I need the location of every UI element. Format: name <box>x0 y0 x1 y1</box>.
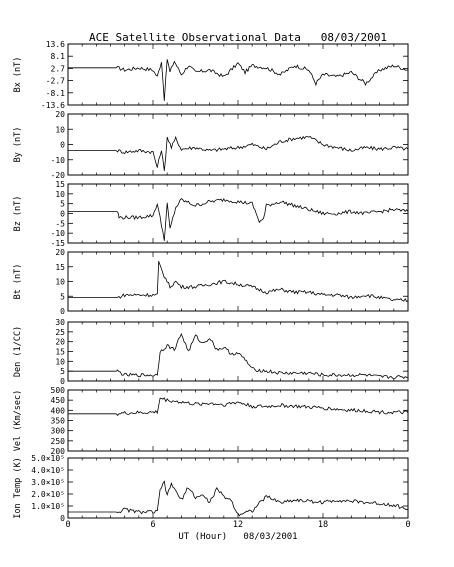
y-tick-label: 2.7 <box>51 64 66 73</box>
y-tick-label: 15 <box>55 180 65 189</box>
y-tick-label: 400 <box>51 406 66 415</box>
y-tick-label: 200 <box>51 447 66 456</box>
data-trace <box>68 198 409 241</box>
y-tick-label: 0 <box>60 210 65 219</box>
panel-2: 20 10 0 -10 -20 By (nT) <box>13 110 409 180</box>
panel-frame <box>67 321 409 382</box>
y-axis-label: Bx (nT) <box>13 57 23 93</box>
panel-frame <box>67 251 409 312</box>
y-tick-label: -13.6 <box>41 101 65 110</box>
y-tick-label: 30 <box>55 318 65 327</box>
y-tick-label: 25 <box>55 328 65 337</box>
y-tick-label: 8.1 <box>51 52 66 61</box>
y-tick-label: 10 <box>55 190 65 199</box>
x-axis-label: UT (Hour) 08/03/2001 <box>178 532 297 542</box>
y-tick-label: 350 <box>51 417 66 426</box>
y-tick-label: -15 <box>51 239 66 248</box>
x-tick-labels: 0 6 12 18 0 <box>65 520 410 530</box>
y-axis-label: Bz (nT) <box>13 196 23 232</box>
panel-1: 13.6 8.1 2.7 -2.7 -8.1 -13.6 Bx (nT) <box>13 40 409 110</box>
panel-frame <box>67 389 409 452</box>
panel-frame <box>67 43 409 106</box>
y-axis-label: By (nT) <box>13 127 23 163</box>
y-tick-label: 0 <box>60 141 65 150</box>
data-trace <box>68 261 409 303</box>
y-axis-label: Vel (Km/sec) <box>13 390 23 451</box>
x-tick-label: 0 <box>65 520 70 530</box>
x-tick-label: 12 <box>233 520 243 530</box>
y-tick-label: 2.0×10⁵ <box>31 490 65 499</box>
y-tick-label: 20 <box>55 110 65 119</box>
y-tick-label: 13.6 <box>46 40 65 49</box>
y-tick-label: 20 <box>55 248 65 257</box>
y-tick-label: 3.0×10⁵ <box>31 478 65 487</box>
y-tick-label: 5 <box>60 200 65 209</box>
x-tick-label: 6 <box>150 520 155 530</box>
y-tick-label: 450 <box>51 396 66 405</box>
y-tick-label: 5 <box>60 367 65 376</box>
x-tick-label: 18 <box>318 520 328 530</box>
panel-frame <box>67 183 409 244</box>
panel-frame <box>67 113 409 176</box>
y-tick-label: 15 <box>55 263 65 272</box>
y-axis-label: Bt (nT) <box>13 264 23 300</box>
y-tick-label: 1.0×10⁵ <box>31 502 65 511</box>
y-tick-label: 300 <box>51 427 66 436</box>
y-tick-label: -5 <box>55 219 65 228</box>
y-tick-label: -10 <box>51 229 66 238</box>
data-trace <box>68 397 409 417</box>
data-trace <box>68 59 409 101</box>
y-tick-label: 10 <box>55 125 65 134</box>
data-trace <box>68 332 409 380</box>
y-tick-label: 0 <box>60 307 65 316</box>
panel-4: 20 15 10 5 0 Bt (nT) <box>13 248 409 316</box>
y-tick-label: 250 <box>51 437 66 446</box>
y-tick-label: 0 <box>60 514 65 523</box>
y-tick-label: -20 <box>51 171 66 180</box>
panel-7: 5.0×10⁵ 4.0×10⁵ 3.0×10⁵ 2.0×10⁵ 1.0×10⁵ 0 Ion … <box>13 454 409 523</box>
figure-title: ACE Satellite Observational Data 08/03/2… <box>89 31 387 44</box>
y-tick-label: 5.0×10⁵ <box>31 454 65 463</box>
y-tick-label: -10 <box>51 156 66 165</box>
y-tick-label: 4.0×10⁵ <box>31 466 65 475</box>
y-tick-label: 10 <box>55 278 65 287</box>
y-axis-label: Ion Temp (K) <box>13 457 23 518</box>
y-tick-label: 15 <box>55 348 65 357</box>
x-tick-label: 0 <box>405 520 410 530</box>
data-trace <box>68 480 409 517</box>
panel-frame <box>67 457 409 519</box>
y-tick-label: 500 <box>51 386 66 395</box>
y-tick-label: 10 <box>55 357 65 366</box>
chart-panels: 13.6 8.1 2.7 -2.7 -8.1 -13.6 Bx (nT) 20 10 0 -10 -2… <box>13 40 409 523</box>
y-tick-label: 5 <box>60 292 65 301</box>
y-tick-label: 20 <box>55 338 65 347</box>
y-tick-label: 0 <box>60 377 65 386</box>
y-tick-label: -8.1 <box>46 89 65 98</box>
data-trace <box>68 135 409 171</box>
y-tick-label: -2.7 <box>46 77 65 86</box>
y-axis-label: Den (1/CC) <box>13 326 23 377</box>
